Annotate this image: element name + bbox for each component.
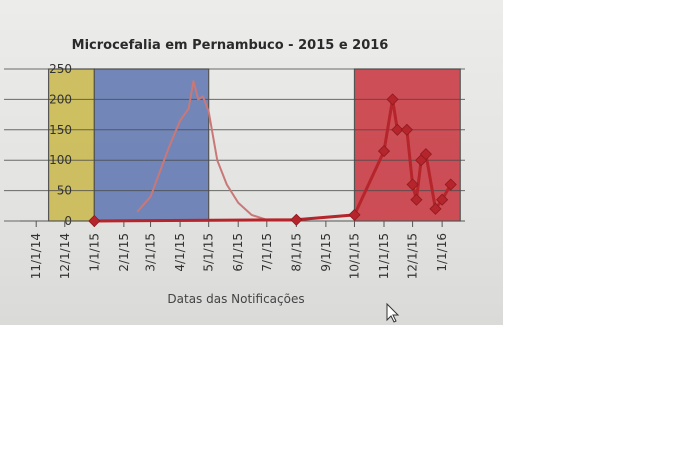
chart-photo: Microcefalia em Pernambuco - 2015 e 2016… [0,0,503,325]
series-2-point [429,202,442,215]
x-tick-label: 9/1/15 [319,233,333,272]
series-2-point [348,208,361,221]
x-tick-label: 6/1/15 [231,233,245,272]
x-tick-label: 12/1/15 [406,233,420,279]
series-2-point [419,148,432,161]
y-tick-label: 150 [49,123,72,137]
series-2-point [436,193,449,206]
x-tick-label: 11/1/14 [29,233,43,279]
x-axis-label: Datas das Notificações [167,292,304,306]
x-tick-label: 4/1/15 [173,233,187,272]
x-tick-label: 11/1/15 [377,233,391,279]
chart: Microcefalia em Pernambuco - 2015 e 2016… [4,38,465,323]
x-tick-label: 1/1/15 [87,233,101,272]
x-tick-label: 1/1/16 [435,233,449,272]
series-2-point [290,213,303,226]
x-tick-label: 5/1/15 [202,233,216,272]
chart-title: Microcefalia em Pernambuco - 2015 e 2016 [72,38,389,53]
x-tick-label: 7/1/15 [260,233,274,272]
shaded-band-1 [47,68,95,222]
series-2-point [88,214,101,228]
x-tick-label: 3/1/15 [144,233,158,272]
x-tick-label: 2/1/15 [117,233,131,272]
series-2-point [377,145,391,158]
series-1-line [136,80,268,221]
y-tick-label: 250 [49,62,72,76]
y-tick-label: 200 [49,92,72,106]
series-2-point [386,93,399,106]
y-tick-label: 50 [57,184,72,198]
x-tick-label: 12/1/14 [58,233,72,279]
mouse-pointer-icon [386,302,400,323]
series-2-point [410,193,423,206]
series-2-point [391,123,404,136]
series-2-point [444,178,457,191]
x-tick-label: 10/1/15 [347,233,361,279]
series-2-point [400,123,413,136]
y-tick-label: 100 [49,153,72,167]
series-2-point [406,178,419,191]
x-tick-label: 8/1/15 [289,233,303,272]
series-2-line [94,97,453,223]
